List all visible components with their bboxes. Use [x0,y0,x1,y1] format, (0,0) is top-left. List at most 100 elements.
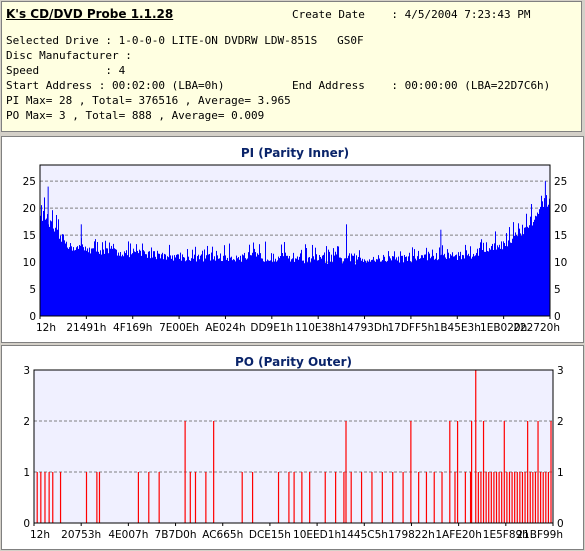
pi-bar [422,255,423,316]
pi-bar [423,257,424,316]
po-bar [480,472,482,523]
y-tick-label-left: 2 [23,416,30,428]
pi-bar [212,246,213,316]
pi-bar [82,244,83,316]
pi-bar [421,255,422,316]
pi-bar [348,255,349,316]
pi-bar [466,250,467,316]
x-tick-label: 4E007h [108,529,148,541]
pi-bar [543,206,544,316]
y-tick-label-right: 1 [557,467,564,479]
pi-bar [145,254,146,316]
pi-bar [135,252,136,316]
pi-bar [271,253,272,316]
pi-bar [320,256,321,316]
plot-border [33,369,554,524]
pi-bar [267,259,268,316]
pi-bar [83,247,84,316]
pi-bar [403,262,404,316]
po-bar [506,472,508,523]
pi-bar [393,256,394,316]
pi-bar [436,253,437,316]
po-chart-panel: PO (Parity Outer) 0 0 1 1 2 2 3 3 12h 20753h 4E007h… [1,345,584,550]
app-title: K's CD/DVD Probe 1.1.28 [6,7,174,21]
pi-bar [365,260,366,316]
chart-title: PI (Parity Inner) [241,146,349,160]
pi-bar [219,258,220,316]
pi-bar [249,244,250,316]
pi-bar [345,258,346,316]
po-bar [495,472,498,523]
pi-bar [539,209,540,316]
pi-bar [63,234,64,316]
pi-bar [143,250,144,316]
pi-bar [392,256,393,316]
pi-bar [213,259,214,316]
pi-bar [191,258,192,316]
pi-bar [157,250,158,316]
pi-bar [514,235,515,316]
x-tick-label: 7B7D0h [155,529,197,541]
pi-bar [182,254,183,316]
pi-bar [159,253,160,316]
po-bar [137,472,139,523]
pi-bar [110,248,111,316]
pi-bar [229,243,230,316]
po-bar [309,472,311,523]
pi-bar [300,253,301,316]
create-date-value: 4/5/2004 7:23:43 PM [404,8,531,21]
pi-bar [153,251,154,316]
pi-bar [509,227,510,316]
pi-bar [124,251,125,316]
po-bar [540,472,542,523]
pi-bar [474,256,475,316]
pi-bar [60,235,61,316]
pi-bar [528,227,529,316]
pi-bar [521,235,522,316]
x-tick-label: 1EB020h [480,322,527,334]
pi-bar [540,206,541,316]
start-address-label: Start Address [6,79,93,92]
pi-bar [444,253,445,316]
pi-bar [399,262,400,316]
pi-bar [375,262,376,316]
pi-bar [289,256,290,316]
pi-bar [500,248,501,316]
pi-bar [308,257,309,316]
pi-bar [248,252,249,316]
pi-bar [367,260,368,316]
pi-bar [468,253,469,316]
pi-bar [347,258,348,316]
pi-bar [181,260,182,316]
create-date: Create Date : 4/5/2004 7:23:43 PM [292,8,531,21]
pi-bar [483,242,484,316]
pi-bar [262,258,263,316]
pi-bar [524,227,525,316]
pi-bar [188,256,189,316]
pi-bar [478,255,479,316]
pi-bar [102,242,103,316]
pi-bar [44,197,45,316]
end-address-value: 00:00:00 (LBA=22D7C6h) [404,79,551,92]
po-bar [189,472,191,523]
po-bar [441,472,443,523]
pi-bar [523,234,524,316]
pi-bar [280,256,281,316]
pi-bar [462,254,463,316]
pi-bar [55,227,56,316]
pi-bar [374,260,375,316]
pi-bar [401,255,402,316]
pi-bar [148,251,149,316]
pi-bar [187,248,188,316]
po-bar [98,472,101,523]
po-bar [301,472,303,523]
y-tick-label-right: 3 [557,365,564,377]
pi-bar [118,252,119,316]
pi-bar [250,255,251,316]
pi-bar [139,249,140,316]
pi-bar [163,259,164,316]
pi-bar [126,250,127,316]
pi-bar [134,251,135,316]
po-bar [44,472,46,523]
pi-bar [268,260,269,316]
